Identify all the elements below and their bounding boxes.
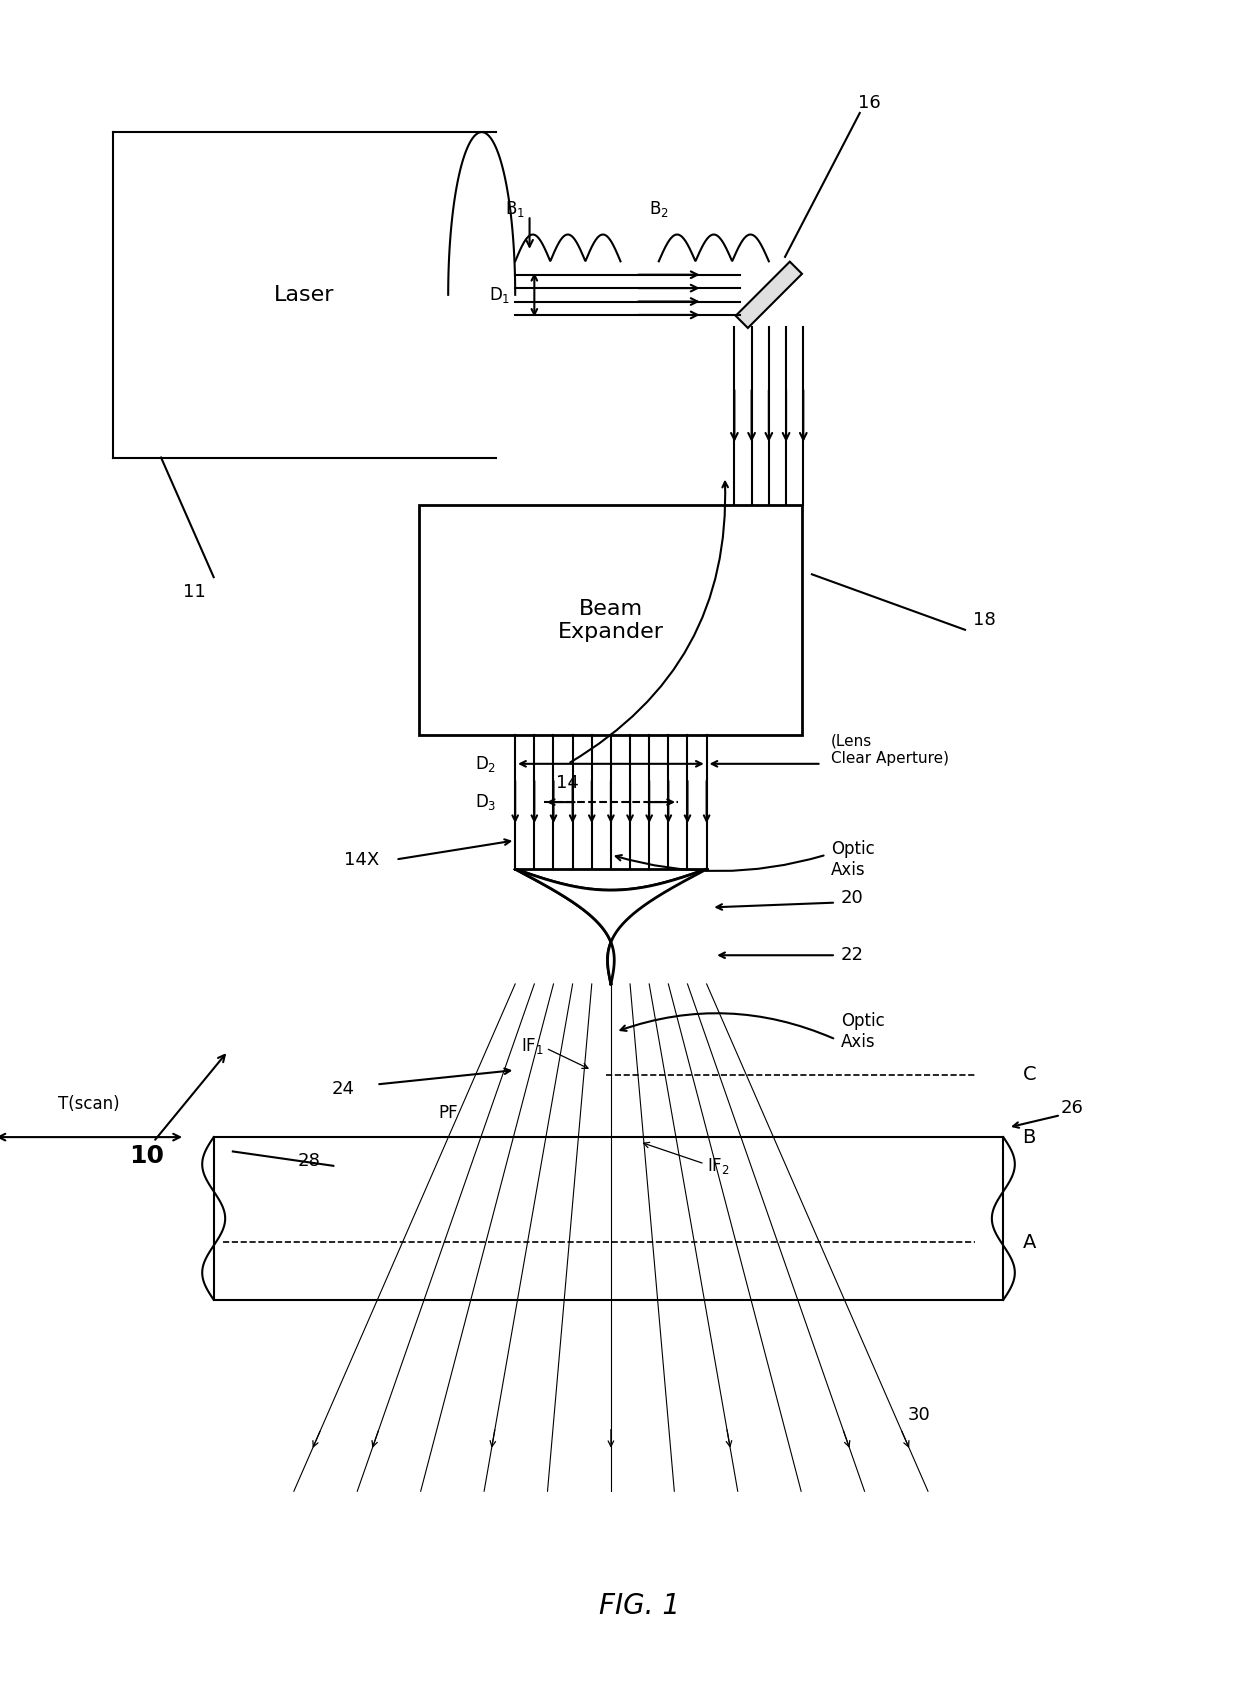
Text: 26: 26 — [1060, 1099, 1084, 1117]
Text: B$_1$: B$_1$ — [505, 199, 526, 219]
Text: FIG. 1: FIG. 1 — [599, 1593, 680, 1620]
Polygon shape — [515, 869, 707, 983]
Text: 28: 28 — [298, 1151, 321, 1170]
Text: 30: 30 — [908, 1406, 930, 1423]
Text: (Lens
Clear Aperture): (Lens Clear Aperture) — [831, 734, 949, 766]
Text: A: A — [1023, 1233, 1035, 1251]
Text: Beam
Expander: Beam Expander — [558, 599, 663, 642]
Text: 24: 24 — [331, 1080, 355, 1099]
Text: 14: 14 — [557, 774, 579, 791]
Text: 20: 20 — [841, 888, 863, 907]
Text: Optic
Axis: Optic Axis — [831, 841, 874, 880]
Polygon shape — [735, 261, 802, 328]
Text: 16: 16 — [858, 95, 880, 112]
Text: D$_3$: D$_3$ — [475, 791, 496, 812]
Text: B: B — [1023, 1127, 1035, 1146]
Text: 18: 18 — [973, 611, 996, 630]
Bar — [419, 506, 802, 735]
Text: D$_1$: D$_1$ — [489, 285, 511, 306]
Text: IF$_1$: IF$_1$ — [521, 1036, 544, 1056]
Text: 14X: 14X — [345, 851, 379, 869]
Text: 10: 10 — [129, 1144, 164, 1168]
Text: T(scan): T(scan) — [58, 1095, 120, 1114]
Text: PF: PF — [439, 1104, 458, 1122]
Text: 11: 11 — [184, 582, 206, 601]
Text: Optic
Axis: Optic Axis — [841, 1012, 884, 1051]
Text: IF$_2$: IF$_2$ — [707, 1156, 729, 1175]
Text: D$_2$: D$_2$ — [475, 754, 496, 774]
Text: 22: 22 — [841, 946, 863, 964]
Bar — [213, 1138, 1003, 1299]
Text: Laser: Laser — [274, 285, 335, 306]
Text: C: C — [1023, 1065, 1037, 1085]
Text: B$_2$: B$_2$ — [649, 199, 668, 219]
